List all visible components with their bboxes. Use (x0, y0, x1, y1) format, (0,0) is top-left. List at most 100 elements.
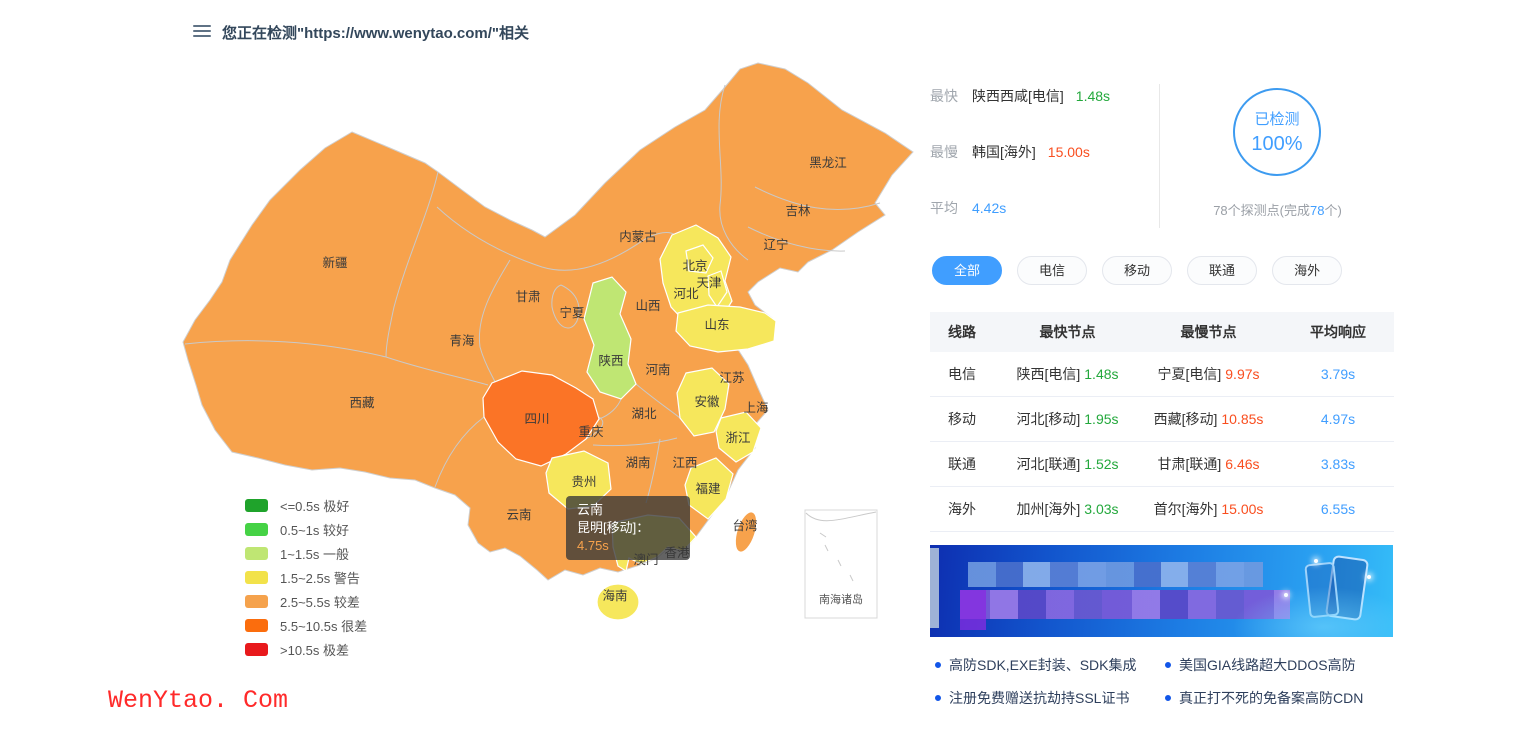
bullet-ring-icon (935, 695, 941, 701)
province-label: 台湾 (732, 518, 757, 533)
province-shape-tianjin[interactable] (707, 270, 728, 309)
province-label: 重庆 (578, 424, 604, 439)
banner-mosaic-bottom (960, 590, 1290, 619)
province-borders (184, 340, 387, 358)
province-label: 新疆 (322, 255, 347, 270)
province-label: 黑龙江 (809, 156, 847, 170)
province-label: 青海 (449, 333, 475, 348)
feature-list: 高防SDK,EXE封装、SDK集成 美国GIA线路超大DDOS高防 注册免费赠送… (935, 655, 1395, 708)
progress-status: 已检测 (1254, 111, 1300, 128)
legend-item: >10.5s 极差 (245, 643, 367, 658)
province-label: 上海 (743, 400, 769, 415)
legend-item: 1~1.5s 一般 (245, 547, 367, 562)
province-label: 辽宁 (763, 237, 788, 252)
feature-item: 美国GIA线路超大DDOS高防 (1165, 655, 1395, 675)
province-shape-anhui[interactable] (676, 367, 730, 437)
province-label: 陕西 (598, 353, 623, 368)
province-shape-zhejiang[interactable] (715, 411, 762, 463)
results-table: 线路 最快节点 最慢节点 平均响应 电信 陕西[电信] 1.48s 宁夏[电信] 9… (930, 312, 1394, 532)
province-label: 西藏 (349, 396, 375, 410)
average-stat: 平均 4.42s (930, 200, 1007, 216)
progress-percent: 100% (1251, 133, 1303, 155)
province-label: 安徽 (694, 394, 720, 409)
province-label: 吉林 (785, 204, 811, 218)
province-borders (592, 437, 678, 447)
legend-swatch (245, 619, 268, 632)
banner-mosaic-top (968, 562, 1263, 587)
page-title: 您正在检测"https://www.wenytao.com/"相关 (222, 25, 530, 42)
province-borders (754, 186, 881, 211)
province-label: 山西 (635, 299, 660, 313)
province-borders (551, 284, 580, 329)
province-shape-sichuan[interactable] (482, 370, 600, 467)
province-label: 天津 (696, 276, 721, 290)
legend-swatch (245, 595, 268, 608)
legend-item: 1.5~2.5s 警告 (245, 571, 367, 586)
china-map: 新疆 西藏 青海 甘肃 宁夏 内蒙古 黑龙江 吉林 辽宁 北京 天津 河北 山西… (180, 55, 920, 645)
filter-all-button[interactable]: 全部 (932, 256, 1003, 285)
table-row: 海外 加州[海外] 3.03s 首尔[海外] 15.00s 6.55s (930, 487, 1394, 532)
filter-mobile-button[interactable]: 移动 (1102, 256, 1173, 285)
divider (1159, 84, 1160, 228)
province-borders (385, 171, 439, 358)
province-borders (478, 259, 511, 383)
province-borders (635, 383, 681, 419)
province-label: 北京 (682, 259, 707, 273)
province-label: 山东 (704, 318, 729, 332)
watermark: WenYtao. Com (108, 686, 289, 715)
fastest-value: 1.48s (1075, 88, 1111, 104)
map-tooltip: 云南 昆明[移动]：4.75s (566, 496, 690, 560)
province-shape-taiwan[interactable] (731, 509, 761, 555)
tooltip-value: 4.75s (577, 538, 609, 553)
province-label: 内蒙古 (619, 229, 657, 244)
filter-unicom-button[interactable]: 联通 (1187, 256, 1258, 285)
province-label: 海南 (602, 588, 627, 603)
legend-item: 0.5~1s 较好 (245, 523, 367, 538)
province-label: 甘肃 (515, 290, 540, 304)
legend-item: <=0.5s 极好 (245, 499, 367, 514)
province-label: 四川 (524, 412, 549, 426)
province-borders (436, 206, 676, 271)
fastest-stat: 最快 陕西西咸[电信] 1.48s (930, 88, 1111, 104)
province-borders (747, 226, 846, 252)
table-row: 电信 陕西[电信] 1.48s 宁夏[电信] 9.97s 3.79s (930, 352, 1394, 397)
filter-overseas-button[interactable]: 海外 (1272, 256, 1343, 285)
province-label: 河南 (645, 362, 670, 377)
province-shape-beijing[interactable] (685, 244, 714, 274)
south-sea-inset: 南海诸岛 (804, 509, 878, 619)
province-borders (385, 356, 489, 386)
province-label: 河北 (673, 287, 699, 301)
province-borders (434, 416, 485, 488)
feature-item: 真正打不死的免备案高防CDN (1165, 688, 1395, 708)
menu-icon[interactable] (193, 25, 211, 38)
table-header: 线路 最快节点 最慢节点 平均响应 (930, 312, 1394, 352)
slowest-value: 15.00s (1047, 144, 1090, 160)
inset-label: 南海诸岛 (819, 592, 863, 606)
feature-item: 注册免费赠送抗劫持SSL证书 (935, 688, 1165, 708)
ad-banner[interactable] (930, 545, 1393, 637)
filter-telecom-button[interactable]: 电信 (1017, 256, 1088, 285)
province-borders (585, 416, 604, 440)
progress-circle: 已检测 100% (1233, 88, 1321, 176)
map-legend: <=0.5s 极好 0.5~1s 较好 1~1.5s 一般 1.5~2.5s 警… (245, 499, 367, 667)
feature-item: 高防SDK,EXE封装、SDK集成 (935, 655, 1165, 675)
sparkle (1314, 559, 1318, 563)
line-filters: 全部 电信 移动 联通 海外 (932, 256, 1357, 285)
legend-swatch (245, 499, 268, 512)
legend-swatch (245, 571, 268, 584)
bullet-ring-icon (935, 662, 941, 668)
tooltip-province: 云南 (577, 502, 604, 517)
province-label: 江西 (672, 456, 697, 470)
province-label: 江苏 (719, 370, 744, 385)
province-shape-shaanxi[interactable] (583, 276, 637, 400)
table-row: 联通 河北[联通] 1.52s 甘肃[联通] 6.46s 3.83s (930, 442, 1394, 487)
legend-swatch (245, 643, 268, 656)
province-shape-fujian[interactable] (684, 457, 734, 520)
legend-item: 2.5~5.5s 较差 (245, 595, 367, 610)
province-borders (598, 398, 622, 420)
province-shape-hainan[interactable] (596, 583, 640, 621)
bullet-ring-icon (1165, 695, 1171, 701)
slowest-stat: 最慢 韩国[海外] 15.00s (930, 144, 1090, 160)
province-shape-shandong[interactable] (675, 304, 777, 353)
province-label: 湖南 (625, 455, 650, 470)
